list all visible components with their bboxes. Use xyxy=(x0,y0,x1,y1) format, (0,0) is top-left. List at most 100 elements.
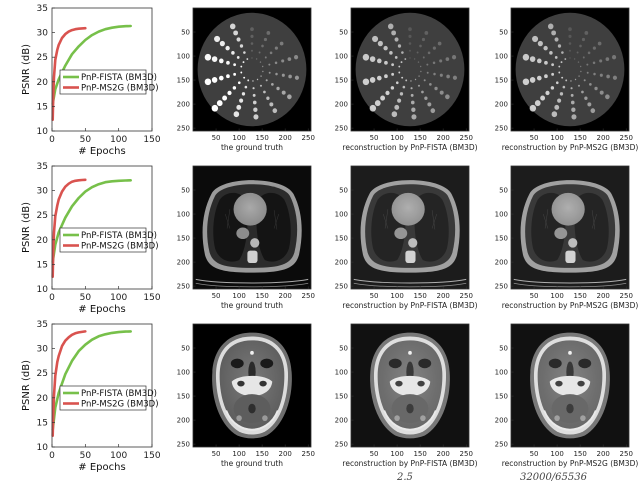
y-tick-label: 20 xyxy=(37,394,49,404)
legend-entry: PnP-FISTA (BM3D) xyxy=(81,389,157,399)
image-x-tick-label: 150 xyxy=(413,134,426,142)
image-y-tick-label: 150 xyxy=(177,235,190,243)
formula-right: 32000/65536 xyxy=(520,472,587,483)
series-line-pnp-ms2g xyxy=(51,330,87,438)
image-y-tick-label: 150 xyxy=(495,393,508,401)
y-tick-label: 25 xyxy=(37,369,48,379)
image-y-tick-label: 200 xyxy=(495,101,508,109)
image-caption: reconstruction by PnP-MS2G (BM3D) xyxy=(502,143,639,152)
y-tick-label: 15 xyxy=(37,102,48,112)
x-tick-label: 50 xyxy=(80,135,92,145)
image-caption: reconstruction by PnP-FISTA (BM3D) xyxy=(342,143,477,152)
chest-image xyxy=(192,165,312,290)
image-x-tick-label: 50 xyxy=(212,450,221,458)
image-x-tick-label: 50 xyxy=(370,134,379,142)
image-y-tick-label: 100 xyxy=(495,369,508,377)
y-tick-label: 15 xyxy=(37,418,48,428)
image-x-tick-label: 50 xyxy=(530,292,539,300)
image-y-tick-label: 250 xyxy=(495,125,508,133)
y-tick-label: 20 xyxy=(37,236,49,246)
image-x-tick-label: 250 xyxy=(620,292,633,300)
y-tick-label: 10 xyxy=(37,285,49,295)
image-x-tick-label: 100 xyxy=(550,292,563,300)
image-x-tick-label: 250 xyxy=(302,450,315,458)
image-y-tick-label: 250 xyxy=(335,441,348,449)
head-panel-1: 50 100 150 200 250 50 100 150 200 250 the ground t… xyxy=(177,323,315,468)
x-tick-label: 0 xyxy=(49,135,55,145)
image-y-tick-label: 100 xyxy=(495,53,508,61)
image-y-tick-label: 250 xyxy=(495,283,508,291)
y-axis-label: PSNR (dB) xyxy=(21,360,32,411)
image-frame xyxy=(192,7,312,132)
image-x-tick-label: 150 xyxy=(255,292,268,300)
y-axis-label: PSNR (dB) xyxy=(21,202,32,253)
phantom-image xyxy=(193,8,311,132)
image-y-tick-label: 200 xyxy=(177,259,190,267)
image-x-tick-label: 200 xyxy=(597,450,610,458)
psnr-chart-row-1: 10 15 20 25 30 35 0 50 100 150 # Epochs PSNR (dB) Pn… xyxy=(21,4,161,157)
image-x-tick-label: 150 xyxy=(573,134,586,142)
legend-entry: PnP-FISTA (BM3D) xyxy=(81,231,157,241)
head-image xyxy=(350,323,470,448)
image-x-tick-label: 50 xyxy=(212,134,221,142)
psnr-chart-row-2: 10 15 20 25 30 35 0 50 100 150 # Epochs PSNR (dB) Pn… xyxy=(21,162,161,315)
y-tick-label: 30 xyxy=(37,345,49,355)
image-y-tick-label: 200 xyxy=(335,101,348,109)
image-caption: the ground truth xyxy=(221,459,283,468)
legend-entry: PnP-MS2G (BM3D) xyxy=(81,84,159,94)
legend-entry: PnP-MS2G (BM3D) xyxy=(81,242,159,252)
x-tick-label: 150 xyxy=(143,135,160,145)
image-y-tick-label: 250 xyxy=(177,283,190,291)
image-x-tick-label: 50 xyxy=(370,450,379,458)
plot-area xyxy=(52,324,152,447)
y-tick-label: 30 xyxy=(37,187,49,197)
y-tick-label: 30 xyxy=(37,29,49,39)
legend-box xyxy=(59,227,147,253)
image-x-tick-label: 200 xyxy=(437,134,450,142)
chest-panel-1: 50 100 150 200 250 50 100 150 200 250 the ground t… xyxy=(177,165,315,310)
image-y-tick-label: 50 xyxy=(499,29,508,37)
image-y-tick-label: 100 xyxy=(177,211,190,219)
image-x-tick-label: 250 xyxy=(620,134,633,142)
image-x-tick-label: 50 xyxy=(370,292,379,300)
phantom-image xyxy=(511,8,629,132)
image-x-tick-label: 200 xyxy=(437,292,450,300)
y-tick-label: 35 xyxy=(37,4,48,14)
psnr-chart-row-3: 10 15 20 25 30 35 0 50 100 150 # Epochs PSNR (dB) Pn… xyxy=(21,320,161,473)
plot-frame xyxy=(51,7,153,132)
image-y-tick-label: 150 xyxy=(335,235,348,243)
image-y-tick-label: 200 xyxy=(177,417,190,425)
image-x-tick-label: 100 xyxy=(390,450,403,458)
y-tick-label: 20 xyxy=(37,78,49,88)
x-tick-label: 100 xyxy=(110,293,127,303)
image-x-tick-label: 150 xyxy=(413,450,426,458)
x-tick-label: 150 xyxy=(143,451,160,461)
plot-frame xyxy=(51,165,153,290)
image-x-tick-label: 250 xyxy=(460,134,473,142)
image-y-tick-label: 50 xyxy=(181,29,190,37)
image-caption: reconstruction by PnP-FISTA (BM3D) xyxy=(342,301,477,310)
image-x-tick-label: 100 xyxy=(550,134,563,142)
y-tick-label: 35 xyxy=(37,162,48,172)
phantom-image xyxy=(351,8,469,132)
formula-left: 2.5 xyxy=(397,472,413,483)
image-y-tick-label: 200 xyxy=(495,259,508,267)
x-tick-label: 0 xyxy=(49,293,55,303)
phantom-panel-1: 50 100 150 200 250 50 100 150 200 250 the ground t… xyxy=(177,7,315,152)
image-x-tick-label: 200 xyxy=(597,292,610,300)
image-y-tick-label: 200 xyxy=(177,101,190,109)
legend-box xyxy=(59,69,147,95)
image-x-tick-label: 150 xyxy=(573,450,586,458)
image-x-tick-label: 100 xyxy=(550,450,563,458)
image-y-tick-label: 50 xyxy=(499,345,508,353)
series-line-pnp-ms2g xyxy=(51,26,87,121)
y-tick-label: 10 xyxy=(37,127,49,137)
image-y-tick-label: 50 xyxy=(339,29,348,37)
image-x-tick-label: 100 xyxy=(232,450,245,458)
image-x-tick-label: 50 xyxy=(530,134,539,142)
image-x-tick-label: 250 xyxy=(460,292,473,300)
